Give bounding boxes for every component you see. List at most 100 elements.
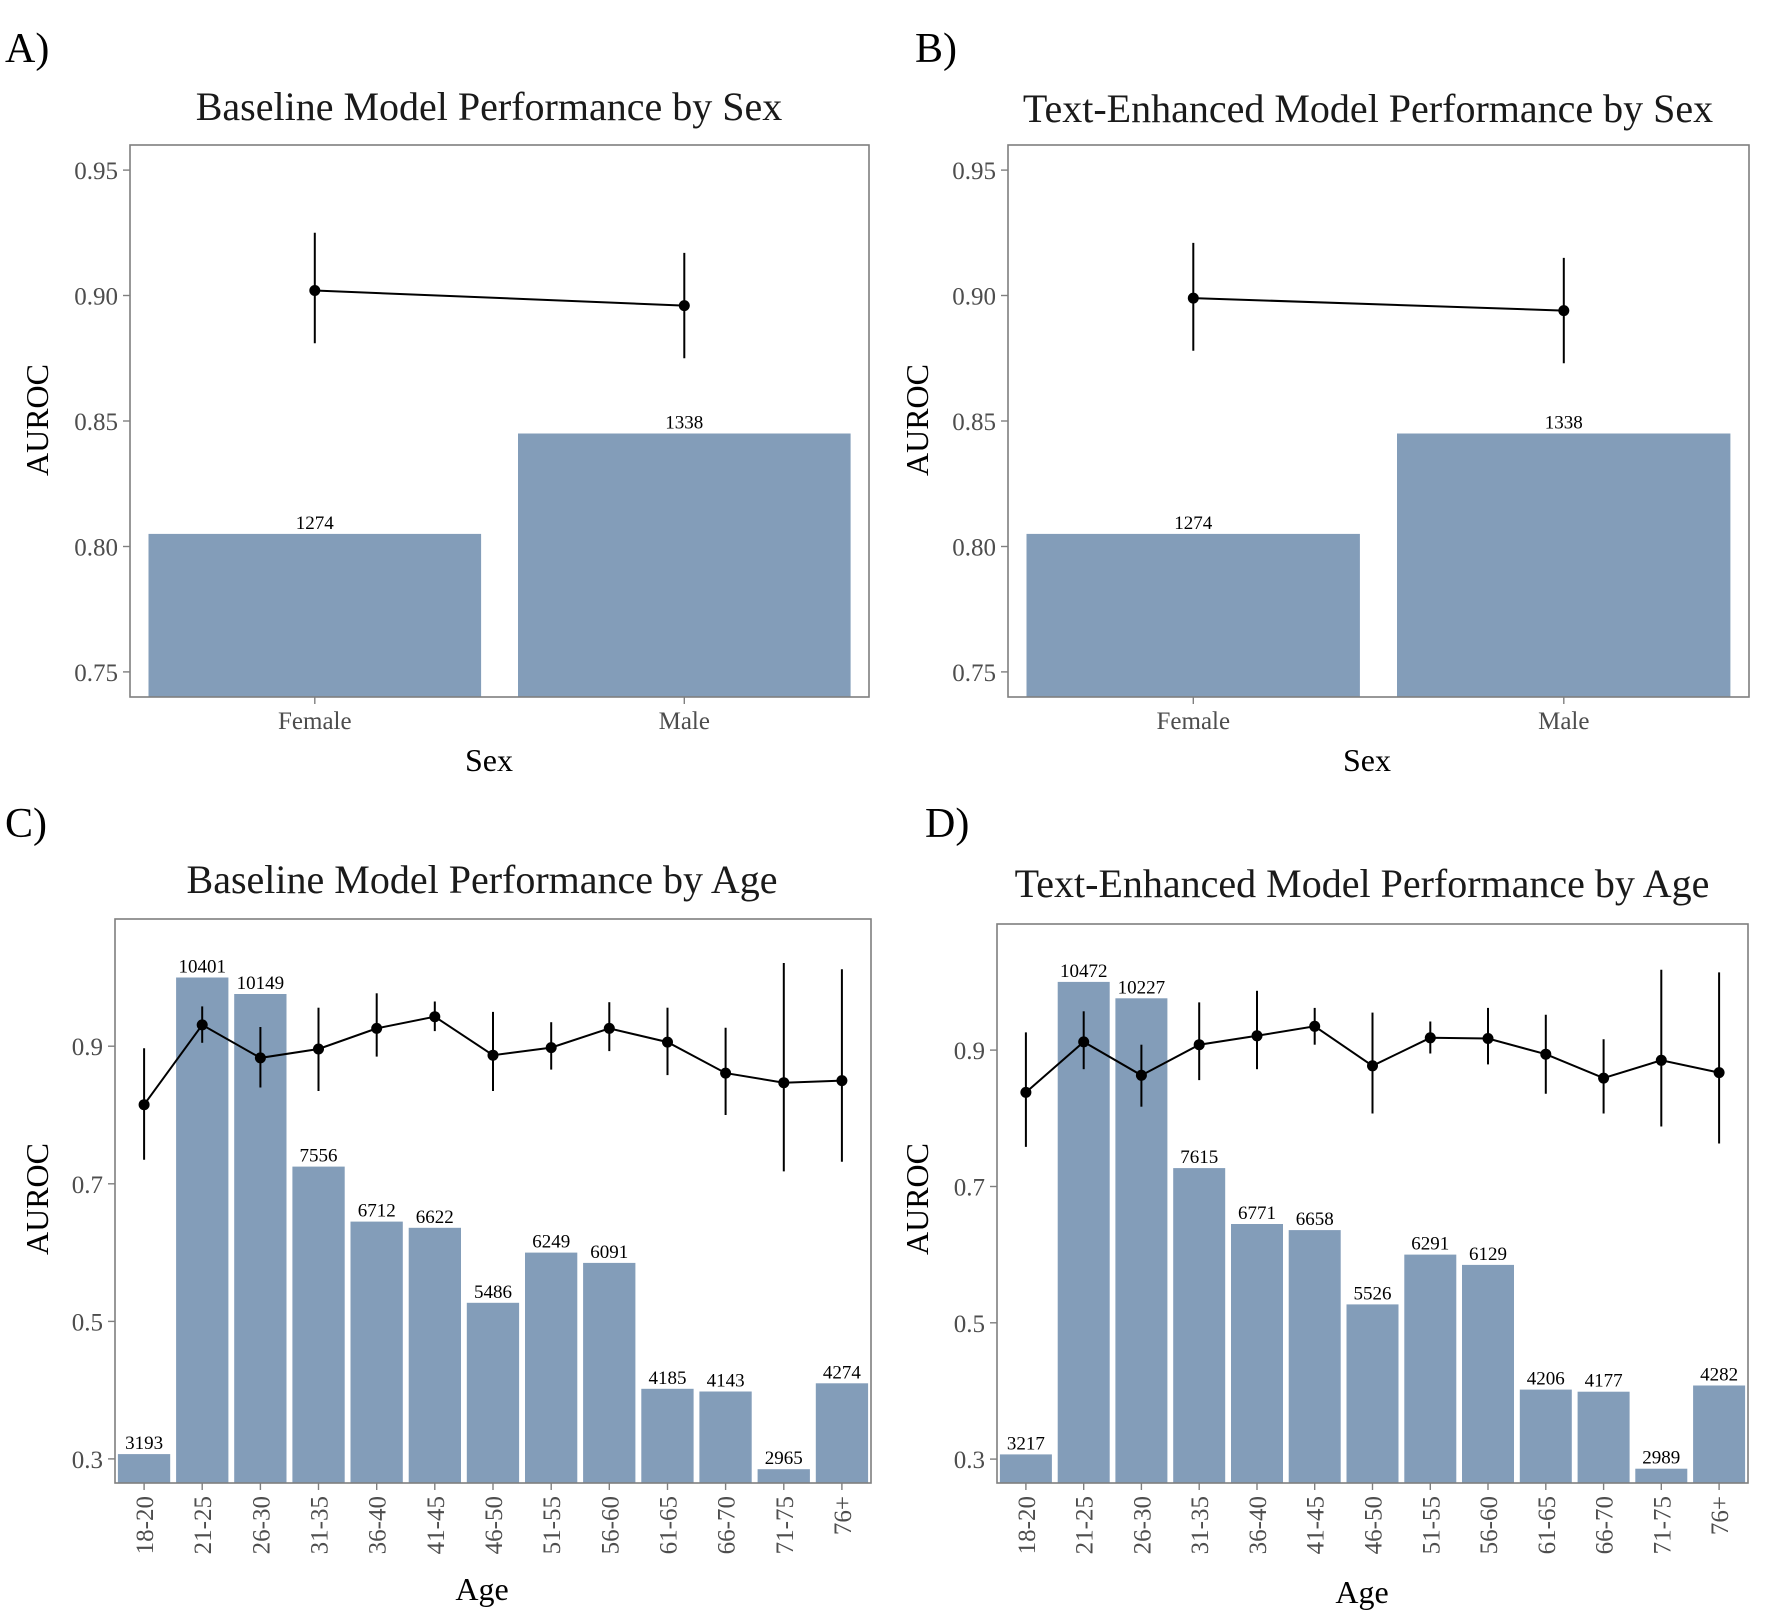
auroc-point: [720, 1067, 732, 1079]
panel-d-title: Text-Enhanced Model Performance by Age: [1015, 861, 1710, 906]
x-tick-label: 66-70: [714, 1496, 741, 1554]
x-tick-label: 61-65: [656, 1496, 683, 1554]
x-tick-label: 46-50: [481, 1496, 508, 1554]
x-tick-label: Female: [278, 708, 352, 735]
bar-count-label: 6129: [1469, 1244, 1507, 1265]
panel-b-letter: B): [915, 26, 957, 72]
auroc-point: [487, 1049, 499, 1061]
panel-d-ylabel: AUROC: [899, 1143, 935, 1255]
bar-count-label: 1338: [1545, 413, 1583, 434]
x-tick-label: 26-30: [1129, 1496, 1156, 1554]
panel-a: A) Baseline Model Performance by Sex 127…: [5, 26, 870, 778]
panel-b-title: Text-Enhanced Model Performance by Sex: [1023, 86, 1713, 131]
bar-Female: [148, 533, 482, 697]
auroc-point: [1598, 1072, 1610, 1084]
auroc-point: [1251, 1030, 1263, 1042]
bar-count-label: 2965: [765, 1448, 803, 1469]
auroc-point: [1540, 1048, 1552, 1060]
y-tick-label: 0.9: [72, 1034, 103, 1061]
panel-a-ylabel: AUROC: [19, 364, 55, 476]
bar-count-label: 1274: [1174, 513, 1213, 534]
auroc-point: [1482, 1033, 1494, 1044]
auroc-point: [1309, 1020, 1321, 1032]
x-tick-label: 71-75: [1649, 1496, 1676, 1554]
y-tick-label: 0.75: [74, 660, 118, 687]
x-tick-label: 76+: [830, 1496, 857, 1535]
bar-count-label: 3217: [1007, 1433, 1045, 1454]
y-tick-label: 0.9: [954, 1038, 985, 1065]
bar-31-35: [1173, 1168, 1226, 1483]
x-tick-label: 31-35: [1187, 1496, 1214, 1554]
auroc-point: [1713, 1067, 1725, 1079]
auroc-point: [1558, 305, 1570, 317]
y-tick-label: 0.7: [72, 1172, 103, 1199]
x-tick-label: 76+: [1707, 1496, 1734, 1535]
x-tick-label: 21-25: [190, 1496, 217, 1554]
y-tick-label: 0.90: [952, 284, 996, 311]
bar-count-label: 1338: [665, 413, 703, 434]
bar-36-40: [350, 1221, 403, 1483]
bar-Male: [1397, 433, 1731, 697]
bar-count-label: 6658: [1296, 1209, 1334, 1230]
auroc-point: [1655, 1054, 1667, 1066]
auroc-point: [309, 285, 321, 296]
bar-count-label: 7615: [1180, 1147, 1218, 1168]
bar-18-20: [999, 1454, 1052, 1483]
panel-d: D) Text-Enhanced Model Performance by Ag…: [899, 801, 1749, 1610]
bar-61-65: [641, 1388, 694, 1483]
x-tick-label: Male: [659, 708, 710, 735]
auroc-point: [313, 1043, 324, 1055]
auroc-line: [1193, 297, 1564, 312]
auroc-point: [1135, 1069, 1147, 1081]
y-tick-label: 0.85: [74, 409, 118, 436]
bar-count-label: 6771: [1238, 1203, 1276, 1224]
panel-c: C) Baseline Model Performance by Age 319…: [5, 801, 872, 1607]
x-tick-label: 41-45: [423, 1496, 450, 1554]
bar-count-label: 10472: [1060, 961, 1108, 982]
panel-b: B) Text-Enhanced Model Performance by Se…: [899, 26, 1750, 778]
y-tick-label: 0.95: [952, 158, 996, 185]
bar-51-55: [525, 1252, 578, 1483]
bar-36-40: [1231, 1224, 1283, 1483]
bar-Male: [518, 433, 851, 697]
panel-a-letter: A): [5, 26, 49, 72]
panel-b-xlabel: Sex: [1343, 742, 1391, 778]
bar-count-label: 5486: [474, 1282, 512, 1303]
y-tick-label: 0.80: [74, 535, 118, 562]
bar-21-25: [176, 977, 229, 1483]
panel-a-plot: 1274 1338 0.75 0.80 0.85 0.90 0.95 Female Male: [74, 144, 870, 735]
x-tick-label: 46-50: [1361, 1496, 1388, 1554]
bar-count-label: 5526: [1354, 1283, 1392, 1304]
auroc-point: [1078, 1036, 1090, 1048]
bar-count-label: 4185: [649, 1368, 687, 1389]
bar-76+: [1693, 1385, 1746, 1483]
panel-c-title: Baseline Model Performance by Age: [187, 857, 778, 902]
bar-41-45: [408, 1227, 461, 1483]
x-tick-label: 26-30: [248, 1496, 275, 1554]
bar-count-label: 3193: [125, 1433, 163, 1454]
bar-count-label: 7556: [300, 1146, 338, 1167]
auroc-point: [1187, 292, 1199, 304]
auroc-point: [138, 1099, 150, 1111]
bar-31-35: [292, 1166, 345, 1483]
x-tick-label: 18-20: [132, 1496, 159, 1554]
bar-count-label: 6712: [358, 1201, 396, 1222]
auroc-point: [196, 1019, 208, 1031]
x-tick-label: 51-55: [1418, 1496, 1445, 1554]
y-tick-label: 0.3: [72, 1447, 103, 1474]
bar-56-60: [1462, 1264, 1514, 1483]
auroc-point: [778, 1077, 790, 1089]
bar-count-label: 6622: [416, 1207, 454, 1228]
panel-c-ylabel: AUROC: [19, 1143, 55, 1255]
x-tick-label: 36-40: [365, 1496, 392, 1554]
bar-count-label: 1274: [296, 513, 335, 534]
bar-count-label: 4143: [707, 1371, 745, 1392]
x-tick-label: 41-45: [1303, 1496, 1330, 1554]
bar-count-label: 4274: [823, 1362, 862, 1383]
bar-count-label: 10149: [237, 973, 285, 994]
x-tick-label: 31-35: [307, 1496, 334, 1554]
panel-c-letter: C): [5, 801, 47, 847]
panel-c-plot: 3193 10401 10149 7556 6712 6622 5486 6249 6091 41…: [72, 918, 872, 1554]
auroc-point: [254, 1052, 266, 1064]
auroc-point: [429, 1011, 441, 1023]
